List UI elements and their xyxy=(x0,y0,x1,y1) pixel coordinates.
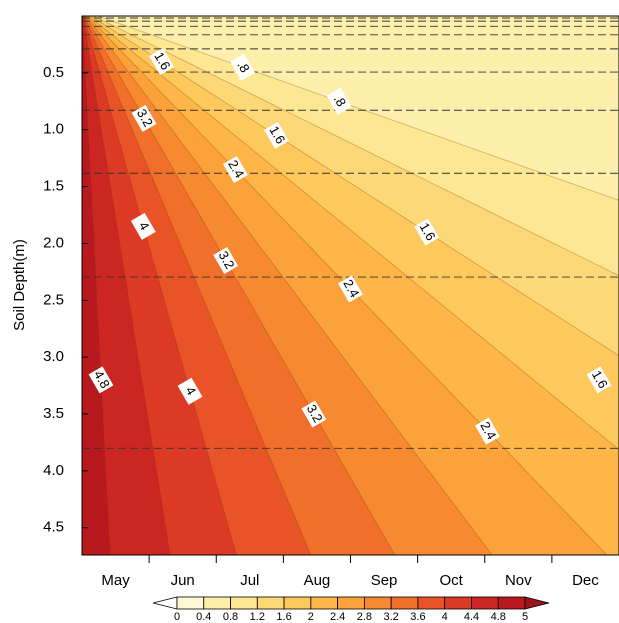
y-tick-label: 3.5 xyxy=(43,405,64,422)
y-tick-label: 4.5 xyxy=(43,519,64,536)
contour-label: .8 xyxy=(230,53,256,81)
contour-label: .8 xyxy=(326,87,352,115)
x-tick-label: Sep xyxy=(371,572,398,589)
contour-label-bg xyxy=(131,104,157,132)
colorbar-label: 4.8 xyxy=(491,611,506,623)
colorbar-label: 3.2 xyxy=(384,611,399,623)
contour-label-bg xyxy=(326,87,352,115)
contour-label: 4 xyxy=(130,212,156,240)
contour-band xyxy=(82,16,111,555)
y-tick-label: 2.5 xyxy=(43,291,64,308)
x-tick-label: Oct xyxy=(440,572,464,589)
colorbar-box xyxy=(283,596,312,610)
colorbar-box xyxy=(203,596,231,610)
contour-label: 3.2 xyxy=(131,104,157,132)
colorbar-label: 5 xyxy=(522,611,528,623)
contour-label-bg xyxy=(88,366,114,394)
x-tick-label: Dec xyxy=(572,572,599,589)
contour-label-bg xyxy=(338,275,363,303)
contour-line xyxy=(84,16,396,555)
contour-label-bg xyxy=(230,53,256,81)
contour-label-bg xyxy=(301,400,327,428)
colorbar-box xyxy=(230,596,258,610)
contour-line xyxy=(90,16,619,357)
colorbar-box xyxy=(363,596,392,610)
y-tick-label: 4.0 xyxy=(43,462,64,479)
contour-line xyxy=(84,16,312,555)
contour-line xyxy=(97,16,619,201)
colorbar-label: 2 xyxy=(308,611,314,623)
y-tick-label: 2.0 xyxy=(43,234,64,251)
contour-label: 4 xyxy=(177,377,203,405)
contour-label: 3.2 xyxy=(301,400,327,428)
contour-label-bg xyxy=(149,47,174,76)
y-tick-label: 0.5 xyxy=(43,64,64,81)
contour-label-bg xyxy=(414,218,440,246)
contour-label-bg xyxy=(213,246,239,275)
contour-label: 1.6 xyxy=(264,121,289,149)
colorbar-label: 3.6 xyxy=(410,611,425,623)
x-tick-label: May xyxy=(101,572,130,589)
contour-label: 1.6 xyxy=(149,47,174,76)
contour-label: 2.4 xyxy=(338,275,363,303)
colorbar-label: 0.4 xyxy=(196,611,211,623)
colorbar-label: 0.8 xyxy=(223,611,238,623)
colorbar-box xyxy=(256,596,285,610)
x-tick-label: Nov xyxy=(505,572,532,589)
contour-label-bg xyxy=(475,417,500,445)
contour-line xyxy=(83,16,237,555)
contour-line xyxy=(82,16,111,555)
colorbar-box xyxy=(417,596,446,610)
colorbar-label: 4.4 xyxy=(464,611,479,623)
y-tick-label: 3.0 xyxy=(43,348,64,365)
colorbar-label: 2.4 xyxy=(330,611,345,623)
contour-label-bg xyxy=(177,377,203,405)
contour-label-bg xyxy=(130,212,156,240)
colorbar-high xyxy=(524,596,550,610)
colorbar-box xyxy=(310,596,339,610)
contour-label: 2.4 xyxy=(475,417,500,445)
contour-line xyxy=(82,16,171,555)
contour-label: 1.6 xyxy=(414,218,440,246)
contour-line xyxy=(88,16,619,451)
contour-label-bg xyxy=(264,121,289,149)
colorbar-label: 4 xyxy=(442,611,448,623)
colorbar-label: 2.8 xyxy=(357,611,372,623)
contour-label: 4.8 xyxy=(88,366,114,394)
colorbar-box xyxy=(337,596,365,610)
contour-label: 3.2 xyxy=(213,246,239,275)
colorbar-label: 0 xyxy=(174,611,180,623)
colorbar-box xyxy=(176,596,205,610)
colorbar-box xyxy=(471,596,499,610)
contour-label-bg xyxy=(586,366,612,394)
x-tick-label: Jun xyxy=(171,572,195,589)
colorbar-low xyxy=(152,596,178,610)
colorbar-label: 1.2 xyxy=(250,611,265,623)
x-tick-label: Aug xyxy=(304,572,331,589)
y-axis-label: Soil Depth(m) xyxy=(11,239,28,331)
plot-area: 1.6 .8 .8 3.2 1.6 2.4 4 1.6 3.2 2.4 4.8 4 3.2 2.4 1.6 xyxy=(82,16,619,555)
contour-line xyxy=(93,16,619,277)
y-tick-label: 1.0 xyxy=(43,121,64,138)
contour-label: 2.4 xyxy=(222,155,248,184)
contour-label-bg xyxy=(222,155,248,184)
y-tick-label: 1.5 xyxy=(43,178,64,195)
contour-band xyxy=(82,16,171,555)
colorbar-label: 1.6 xyxy=(276,611,291,623)
colorbar-box xyxy=(390,596,419,610)
x-tick-label: Jul xyxy=(240,572,259,589)
contour-line xyxy=(85,16,493,555)
contour-label: 1.6 xyxy=(586,366,612,394)
colorbar-box xyxy=(444,596,472,610)
colorbar-box xyxy=(497,596,526,610)
